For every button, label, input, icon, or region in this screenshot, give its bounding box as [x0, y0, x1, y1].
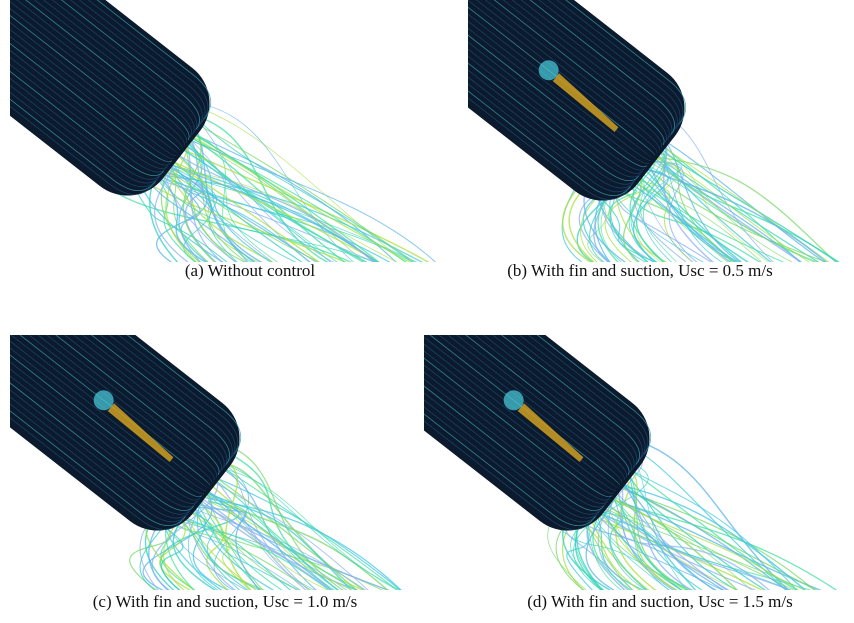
caption: (d) With fin and suction, Usc = 1.5 m/s	[527, 592, 792, 611]
streamline-image	[311, 0, 853, 272]
caption: (c) With fin and suction, Usc = 1.0 m/s	[93, 592, 358, 611]
caption: (b) With fin and suction, Usc = 0.5 m/s	[507, 261, 772, 280]
streamline	[203, 460, 368, 600]
figure: (a) Without control (b) With fin and suc…	[0, 0, 854, 618]
caption: (a) Without control	[185, 261, 316, 280]
page: (a) Without control (b) With fin and suc…	[0, 0, 854, 618]
streamline-image	[0, 0, 446, 272]
